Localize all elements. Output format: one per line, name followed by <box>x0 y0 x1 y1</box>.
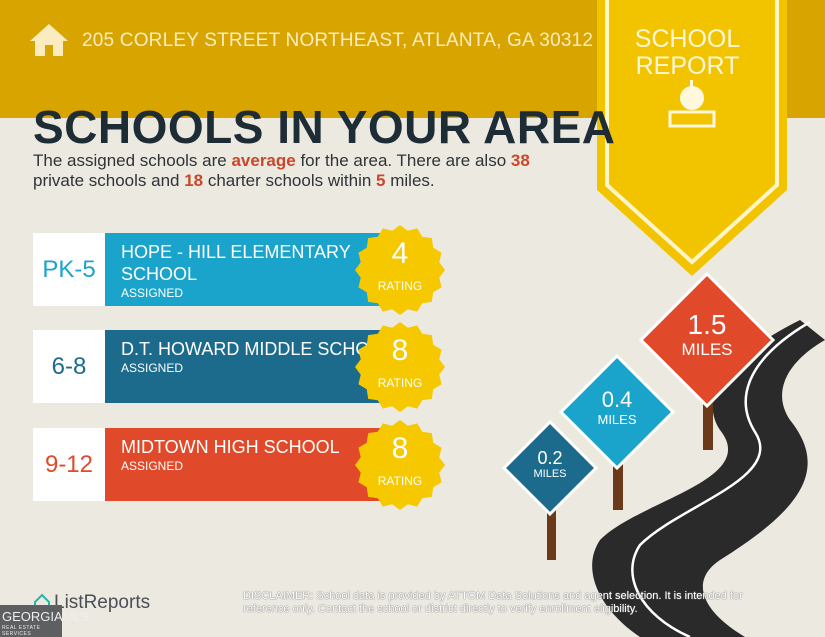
rating-label: RATING <box>377 376 423 390</box>
rating-value: 8 <box>391 334 409 367</box>
sign-label: 0.2 MILES <box>533 448 567 480</box>
grade-range: 6-8 <box>33 330 105 403</box>
disclaimer: DISCLAIMER: School data is provided by A… <box>243 590 743 615</box>
rating-value: 8 <box>391 432 409 465</box>
school-name: Midtown High School <box>121 437 340 457</box>
sign-label: 0.4 MILES <box>597 387 637 428</box>
house-icon <box>30 24 68 56</box>
sign-label: 1.5 MILES <box>681 309 733 360</box>
school-report-badge <box>597 0 787 276</box>
apple-on-book-icon <box>668 80 716 128</box>
school-name: Hope - Hill Elementary School <box>121 242 351 284</box>
rating-seal-icon <box>355 225 445 315</box>
assignment-status: ASSIGNED <box>121 286 184 300</box>
distance-sign <box>501 419 599 517</box>
distance-sign <box>558 353 676 471</box>
rating-value: 4 <box>391 237 409 270</box>
rating-label: RATING <box>377 279 423 293</box>
school-row: 9-12 Midtown High School ASSIGNED 8 RATIN… <box>33 420 453 510</box>
distance-sign <box>638 271 776 409</box>
property-address: 205 CORLEY STREET NORTHEAST, ATLANTA, GA… <box>82 30 594 51</box>
rating-seal-icon <box>355 420 445 510</box>
rating-label: RATING <box>377 474 423 488</box>
rating-seal-icon <box>355 322 445 412</box>
school-info: D.T. Howard Middle School ASSIGNED <box>105 330 395 403</box>
assignment-status: ASSIGNED <box>121 459 184 473</box>
grade-range: 9-12 <box>33 428 105 501</box>
grade-range: PK-5 <box>33 233 105 306</box>
school-info: Midtown High School ASSIGNED <box>105 428 395 501</box>
school-name: D.T. Howard Middle School <box>121 339 394 359</box>
summary-text: The assigned schools are average for the… <box>33 151 530 190</box>
assignment-status: ASSIGNED <box>121 361 184 375</box>
school-row: PK-5 Hope - Hill Elementary School ASSIGN… <box>33 225 453 315</box>
georgia-mls-logo: GEORGIAMLS REAL ESTATE SERVICES <box>0 605 89 637</box>
school-info: Hope - Hill Elementary School ASSIGNED <box>105 233 395 306</box>
badge-title: SCHOOL REPORT <box>634 25 741 80</box>
page-title: SCHOOLS IN YOUR AREA <box>33 101 616 153</box>
school-row: 6-8 D.T. Howard Middle School ASSIGNED 8 … <box>33 322 453 412</box>
